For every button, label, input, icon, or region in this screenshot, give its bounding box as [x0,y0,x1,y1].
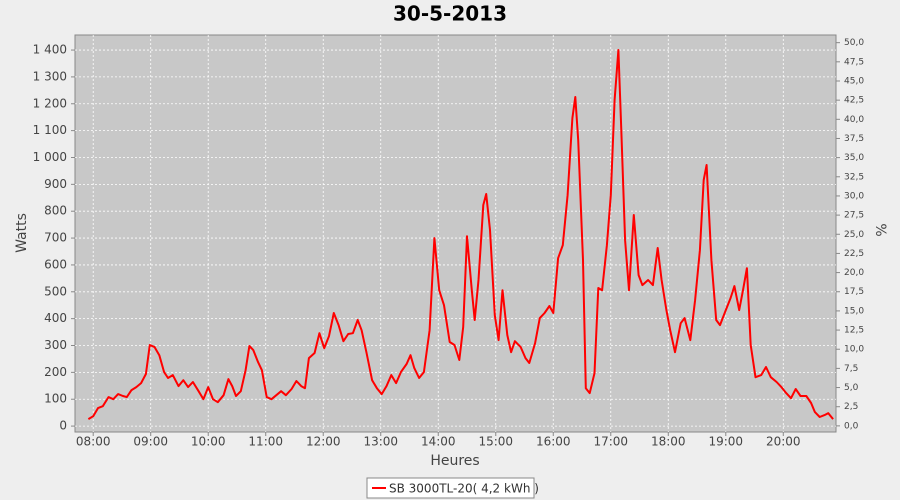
y-tick-label: 700 [44,231,67,245]
y2-axis-title: % [872,223,888,236]
y-tick-label: 1 300 [33,69,67,83]
y2-tick-label: 10,0 [844,345,864,355]
chart-title: 30-5-2013 [393,2,507,26]
y-tick-label: 1 100 [33,123,67,137]
series-line [87,49,834,420]
y2-tick-label: 35,0 [844,153,864,163]
x-tick-label: 20:00 [766,435,801,449]
legend-label: SB 3000TL-20( 4,2 kWh ) [389,482,539,496]
y2-tick-label: 42,5 [844,96,864,106]
y-tick-label: 600 [44,257,67,271]
y-tick-label: 900 [44,177,67,191]
x-tick-label: 16:00 [536,435,571,449]
y2-tick-label: 5,0 [844,383,859,393]
x-tick-label: 08:00 [76,435,111,449]
x-tick-label: 10:00 [191,435,226,449]
y2-tick-label: 30,0 [844,191,864,201]
y2-tick-label: 32,5 [844,172,864,182]
y2-tick-label: 25,0 [844,230,864,240]
y-axis-title: Watts [14,213,30,253]
x-tick-label: 09:00 [133,435,168,449]
x-tick-label: 17:00 [593,435,628,449]
x-axis-title: Heures [430,453,479,469]
y2-tick-label: 0,0 [844,421,859,431]
x-tick-label: 11:00 [248,435,283,449]
y-tick-label: 1 000 [33,150,67,164]
legend [366,477,535,499]
y2-tick-label: 17,5 [844,287,864,297]
y-tick-label: 500 [44,284,67,298]
y2-tick-label: 7,5 [844,364,858,374]
y2-tick-label: 22,5 [844,249,864,259]
y-tick-label: 200 [44,365,67,379]
y2-tick-label: 20,0 [844,268,864,278]
y-tick-label: 100 [44,392,67,406]
x-tick-label: 18:00 [651,435,686,449]
y-tick-label: 0 [59,419,67,433]
x-tick-label: 12:00 [306,435,341,449]
y2-tick-label: 15,0 [844,306,864,316]
y-tick-label: 400 [44,311,67,325]
x-tick-label: 13:00 [363,435,398,449]
y-tick-label: 1 400 [33,43,67,57]
y-tick-label: 300 [44,338,67,352]
y2-tick-label: 12,5 [844,326,864,336]
y-tick-label: 800 [44,204,67,218]
x-tick-label: 15:00 [478,435,513,449]
y-tick-label: 1 200 [33,96,67,110]
y2-tick-label: 47,5 [844,57,864,67]
y2-tick-label: 27,5 [844,211,864,221]
y2-tick-label: 37,5 [844,134,864,144]
y2-tick-label: 50,0 [844,38,864,48]
y2-tick-label: 2,5 [844,402,858,412]
x-tick-label: 19:00 [708,435,743,449]
y2-tick-label: 45,0 [844,76,864,86]
x-tick-label: 14:00 [421,435,456,449]
y2-tick-label: 40,0 [844,115,864,125]
